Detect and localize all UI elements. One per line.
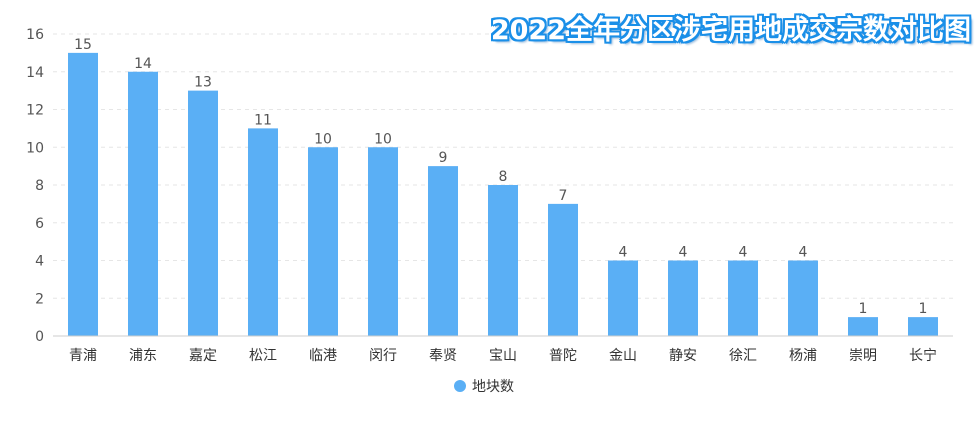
y-tick-label: 0 <box>35 329 44 345</box>
x-tick-label: 松江 <box>249 348 277 364</box>
bar <box>608 260 638 336</box>
legend[interactable]: 地块数 <box>454 379 514 395</box>
bar-value-label: 14 <box>134 56 152 72</box>
bar-value-label: 1 <box>859 301 868 317</box>
x-tick-label: 普陀 <box>549 348 577 364</box>
x-tick-label: 长宁 <box>909 347 937 364</box>
bar-value-label: 4 <box>619 245 628 261</box>
x-axis: 青浦 浦东 嘉定 松江 临港 闵行 奉贤 宝山 普陀 金山 静安 徐汇 杨浦 崇明 长宁 <box>53 335 953 364</box>
x-tick-label: 金山 <box>609 348 637 364</box>
legend-marker[interactable] <box>454 380 466 392</box>
bar-value-label: 8 <box>499 169 508 185</box>
y-tick-label: 10 <box>26 140 44 156</box>
x-tick-label: 青浦 <box>69 348 97 364</box>
y-tick-label: 16 <box>26 27 44 43</box>
bars <box>68 52 938 336</box>
x-tick-label: 静安 <box>669 348 697 364</box>
bar <box>248 128 278 336</box>
bar <box>788 260 818 336</box>
x-tick-label: 徐汇 <box>729 348 757 364</box>
bar <box>188 90 218 336</box>
x-tick-label: 杨浦 <box>789 348 817 364</box>
x-tick-label: 宝山 <box>489 348 517 364</box>
y-tick-label: 4 <box>35 254 44 270</box>
y-tick-label: 2 <box>35 291 44 307</box>
bar-value-label: 1 <box>919 301 928 317</box>
legend-label[interactable]: 地块数 <box>472 379 514 395</box>
bar-value-label: 4 <box>799 245 808 261</box>
bar <box>68 52 98 336</box>
bar-value-label: 4 <box>739 245 748 261</box>
y-axis: 0 2 4 6 8 10 12 14 16 <box>26 27 44 345</box>
x-tick-label: 临港 <box>309 348 337 364</box>
x-tick-label: 浦东 <box>129 348 157 364</box>
bar <box>848 317 878 336</box>
bar-value-label: 10 <box>374 131 392 147</box>
bar-value-label: 13 <box>194 75 212 91</box>
bar-value-label: 7 <box>559 188 568 204</box>
bar-value-label: 10 <box>314 131 332 147</box>
bar <box>308 147 338 336</box>
bar <box>728 260 758 336</box>
bar-value-label: 15 <box>74 37 92 53</box>
bar <box>428 166 458 336</box>
x-tick-label: 奉贤 <box>429 348 457 364</box>
bar <box>908 317 938 336</box>
x-tick-label: 嘉定 <box>189 348 217 364</box>
bar <box>668 260 698 336</box>
bar-value-label: 4 <box>679 245 688 261</box>
bar <box>488 185 518 336</box>
chart-title: 2022全年分区涉宅用地成交宗数对比图 <box>490 15 971 46</box>
bar-value-label: 9 <box>439 150 448 166</box>
x-tick-label: 崇明 <box>849 348 877 364</box>
x-tick-label: 闵行 <box>369 348 397 364</box>
bar <box>548 203 578 336</box>
bar <box>368 147 398 336</box>
bar <box>128 71 158 336</box>
y-tick-label: 8 <box>35 178 44 194</box>
y-tick-label: 14 <box>26 65 44 81</box>
y-tick-label: 12 <box>26 103 44 119</box>
bar-value-label: 11 <box>254 112 272 128</box>
y-tick-label: 6 <box>35 216 44 232</box>
